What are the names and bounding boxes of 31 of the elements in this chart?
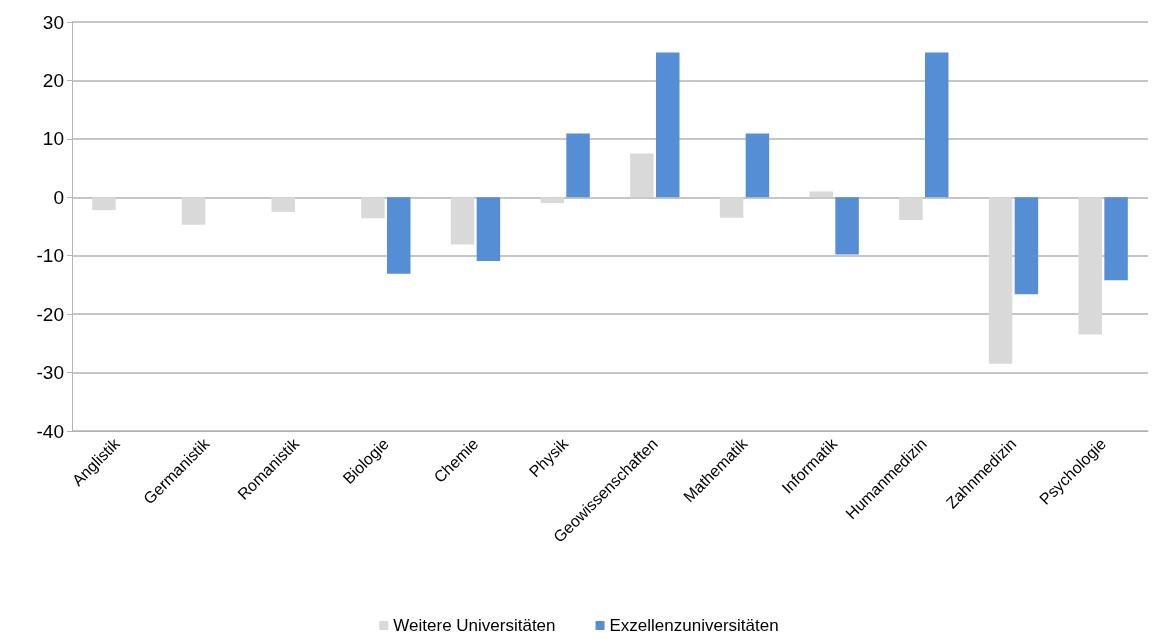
- y-tick-label: -20: [36, 303, 64, 325]
- bar: [809, 191, 833, 198]
- bar: [1104, 197, 1128, 281]
- bar: [656, 52, 680, 198]
- bar: [988, 197, 1013, 364]
- y-tick-label: -30: [36, 362, 64, 384]
- bar: [566, 133, 590, 198]
- bar: [835, 197, 859, 255]
- bar: [361, 197, 385, 219]
- bar: [925, 52, 949, 198]
- bar: [181, 197, 206, 225]
- bar: [450, 197, 475, 245]
- bar: [92, 197, 116, 211]
- bar: [387, 197, 411, 274]
- bar: [719, 197, 744, 218]
- y-tick-label: 30: [42, 11, 64, 33]
- bar: [899, 197, 923, 221]
- y-tick-label: 20: [42, 69, 64, 91]
- bar: [271, 197, 295, 212]
- y-tick-label: -40: [36, 420, 64, 442]
- bar: [630, 153, 654, 198]
- bar: [1078, 197, 1102, 335]
- bar: [1014, 197, 1039, 295]
- y-tick-label: 10: [42, 128, 64, 150]
- bar: [540, 197, 564, 204]
- bar: [745, 133, 770, 198]
- y-tick-label: 0: [53, 186, 64, 208]
- bar: [476, 197, 501, 261]
- legend-label: Exzellenzuniversitäten: [609, 616, 779, 635]
- legend-label: Weitere Universitäten: [393, 616, 556, 635]
- y-tick-label: -10: [36, 245, 64, 267]
